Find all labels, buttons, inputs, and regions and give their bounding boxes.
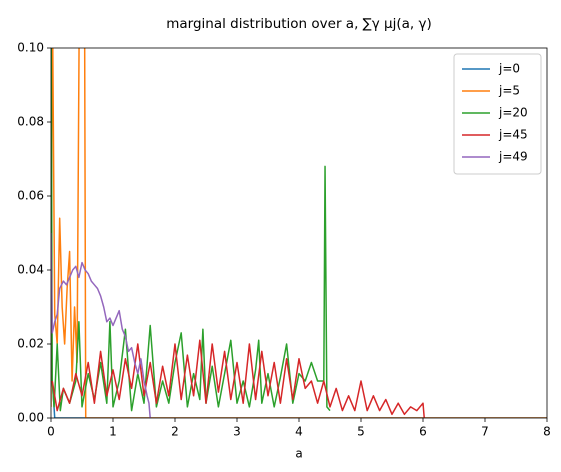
x-tick-label: 8 <box>543 425 551 439</box>
y-tick-label: 0.00 <box>17 411 44 425</box>
legend-label: j=45 <box>498 128 528 142</box>
plot-area <box>51 48 547 418</box>
x-tick-label: 6 <box>419 425 427 439</box>
y-tick-label: 0.10 <box>17 41 44 55</box>
y-tick-label: 0.02 <box>17 337 44 351</box>
x-tick-label: 1 <box>109 425 117 439</box>
x-axis-label: a <box>295 447 302 461</box>
chart-title: marginal distribution over a, ∑γ μj(a, γ… <box>166 16 432 32</box>
legend-box <box>453 53 542 175</box>
legend-label: j=49 <box>498 150 528 164</box>
y-tick-label: 0.08 <box>17 115 44 129</box>
series-line <box>51 48 331 412</box>
series-line <box>51 232 151 418</box>
x-tick-label: 3 <box>233 425 241 439</box>
y-tick-label: 0.04 <box>17 263 44 277</box>
series-line <box>51 48 547 418</box>
x-tick-label: 2 <box>171 425 179 439</box>
x-tick-label: 4 <box>295 425 303 439</box>
y-tick-label: 0.06 <box>17 189 44 203</box>
legend-label: j=5 <box>498 84 520 98</box>
legend-label: j=0 <box>498 62 520 76</box>
x-tick-label: 5 <box>357 425 365 439</box>
legend-label: j=20 <box>498 106 528 120</box>
x-tick-label: 7 <box>481 425 489 439</box>
x-tick-label: 0 <box>47 425 55 439</box>
series-line <box>51 339 425 418</box>
